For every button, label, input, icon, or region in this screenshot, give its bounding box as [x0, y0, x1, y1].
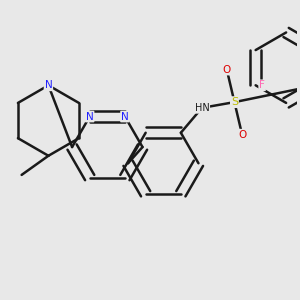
Text: HN: HN [194, 103, 209, 113]
Text: O: O [223, 64, 231, 75]
Text: O: O [238, 130, 246, 140]
Text: F: F [259, 80, 265, 90]
Text: S: S [231, 97, 238, 107]
Text: N: N [121, 112, 129, 122]
Text: N: N [44, 80, 52, 90]
Text: N: N [86, 112, 94, 122]
